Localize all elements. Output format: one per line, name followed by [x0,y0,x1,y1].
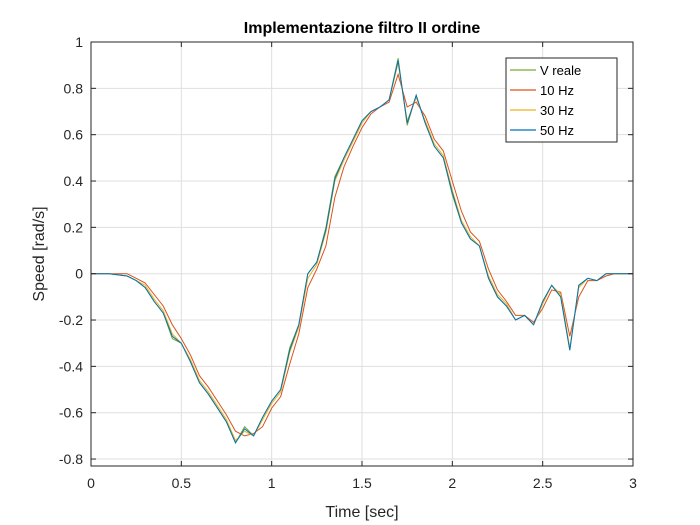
series-line-3 [91,60,633,444]
x-tick-label: 1 [268,475,276,491]
y-tick-label: 0.6 [64,127,84,143]
x-tick-label: 0.5 [172,475,192,491]
y-tick-label: 0.2 [64,219,84,235]
legend-entry: 10 Hz [540,83,574,98]
legend-entry: 30 Hz [540,103,574,118]
y-tick-label: 0 [75,266,83,282]
x-axis-label: Time [sec] [325,504,398,521]
x-tick-label: 0 [87,475,95,491]
legend-entry: V reale [540,63,581,78]
x-tick-label: 2.5 [533,475,553,491]
series-line-1 [91,72,633,437]
y-tick-label: 1 [75,34,83,50]
x-tick-label: 2 [448,475,456,491]
y-tick-label: 0.8 [64,80,84,96]
x-tick-label: 3 [629,475,637,491]
y-tick-label: -0.2 [59,312,83,328]
legend-entry: 50 Hz [540,123,574,138]
legend: V reale 10 Hz 30 Hz 50 Hz [505,57,618,143]
y-axis: -0.8 -0.6 -0.4 -0.2 0 0.2 0.4 0.6 0.8 1 [59,34,633,467]
y-tick-label: -0.8 [59,451,83,467]
x-tick-label: 1.5 [352,475,372,491]
y-tick-label: 0.4 [64,173,84,189]
plot-area [91,58,633,444]
y-tick-label: -0.6 [59,405,83,421]
legend-box [505,57,618,143]
x-axis: 0 0.5 1 1.5 2 2.5 3 [87,42,637,491]
chart-title: Implementazione filtro II ordine [244,20,481,37]
y-axis-label: Speed [rad/s] [31,206,48,301]
y-tick-label: -0.4 [59,358,83,374]
